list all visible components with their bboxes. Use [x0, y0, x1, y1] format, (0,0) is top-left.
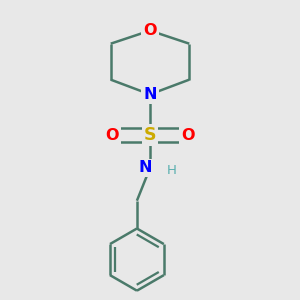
Text: N: N: [143, 87, 157, 102]
Text: O: O: [106, 128, 119, 143]
Text: S: S: [144, 126, 156, 144]
Text: N: N: [138, 160, 152, 175]
Text: H: H: [166, 164, 176, 177]
Text: O: O: [181, 128, 194, 143]
Text: O: O: [143, 23, 157, 38]
